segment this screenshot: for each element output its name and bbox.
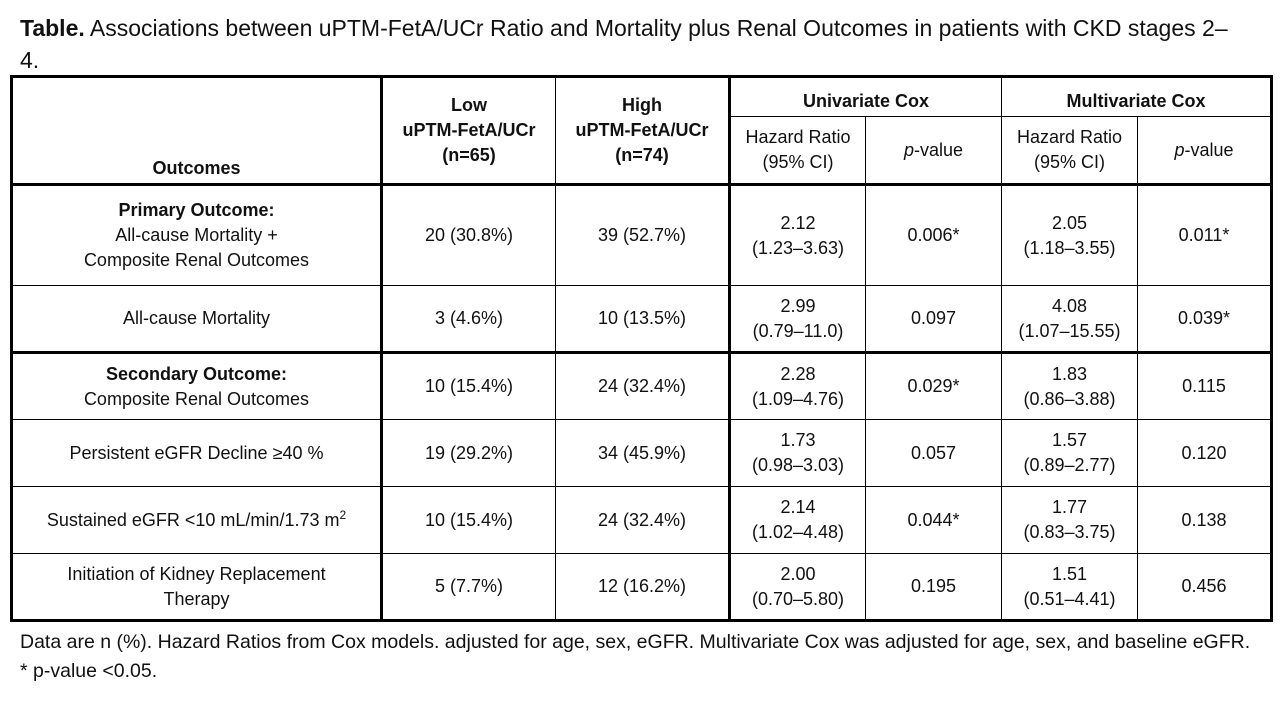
low-group-cell: 10 (15.4%) bbox=[380, 486, 556, 554]
header-outcomes: Outcomes bbox=[11, 76, 382, 185]
uni-p-value-cell: 0.057 bbox=[864, 419, 1003, 487]
low-group-cell: 20 (30.8%) bbox=[380, 183, 556, 286]
low-group-cell: 19 (29.2%) bbox=[380, 419, 556, 487]
high-group-cell: 10 (13.5%) bbox=[555, 285, 730, 353]
high-group-cell: 12 (16.2%) bbox=[555, 553, 730, 621]
header-multivariate: Multivariate Cox bbox=[1001, 76, 1273, 117]
outcome-cell: Sustained eGFR <10 mL/min/1.73 m2 bbox=[11, 486, 382, 554]
multi-p-value-cell: 0.115 bbox=[1137, 351, 1273, 420]
multi-hazard-ratio-cell: 1.83 (0.86–3.88) bbox=[1001, 351, 1139, 420]
caption-label: Table. bbox=[20, 15, 85, 41]
uni-p-value-cell: 0.006* bbox=[864, 183, 1003, 286]
uni-p-value-cell: 0.195 bbox=[864, 553, 1003, 621]
table-row: Primary Outcome: All-cause Mortality + C… bbox=[11, 183, 1273, 286]
multi-p-value-cell: 0.011* bbox=[1137, 183, 1273, 286]
multi-p-value-cell: 0.120 bbox=[1137, 419, 1273, 487]
table-row: Initiation of Kidney Replacement Therapy… bbox=[11, 553, 1273, 621]
table-row: Persistent eGFR Decline ≥40 % 19 (29.2%)… bbox=[11, 419, 1273, 487]
multi-p-value-cell: 0.039* bbox=[1137, 285, 1273, 353]
low-group-cell: 10 (15.4%) bbox=[380, 351, 556, 420]
uni-p-value-cell: 0.044* bbox=[864, 486, 1003, 554]
uni-hazard-ratio-cell: 2.00 (0.70–5.80) bbox=[728, 553, 866, 621]
outcome-cell: Initiation of Kidney Replacement Therapy bbox=[11, 553, 382, 621]
table-footnote: Data are n (%). Hazard Ratios from Cox m… bbox=[20, 631, 1251, 682]
multi-p-value-cell: 0.456 bbox=[1137, 553, 1273, 621]
header-univariate: Univariate Cox bbox=[727, 76, 1003, 117]
high-group-cell: 34 (45.9%) bbox=[555, 419, 730, 487]
multi-hazard-ratio-cell: 1.51 (0.51–4.41) bbox=[1001, 553, 1139, 621]
header-row-1: Outcomes Low uPTM-FetA/UCr (n=65) High u… bbox=[11, 76, 1273, 185]
low-group-cell: 3 (4.6%) bbox=[380, 285, 556, 353]
uni-hazard-ratio-cell: 2.12 (1.23–3.63) bbox=[728, 183, 866, 286]
results-table: Outcomes Low uPTM-FetA/UCr (n=65) High u… bbox=[10, 75, 1274, 622]
multi-hazard-ratio-cell: 4.08 (1.07–15.55) bbox=[1001, 285, 1139, 353]
table-row: Secondary Outcome: Composite Renal Outco… bbox=[11, 351, 1273, 420]
outcome-cell: All-cause Mortality bbox=[11, 285, 382, 353]
header-high-group: High uPTM-FetA/UCr (n=74) bbox=[555, 76, 730, 185]
uni-hazard-ratio-cell: 1.73 (0.98–3.03) bbox=[728, 419, 866, 487]
high-group-cell: 24 (32.4%) bbox=[555, 351, 730, 420]
multi-hazard-ratio-cell: 1.57 (0.89–2.77) bbox=[1001, 419, 1139, 487]
outcome-cell: Secondary Outcome: Composite Renal Outco… bbox=[11, 351, 382, 420]
table-row: Sustained eGFR <10 mL/min/1.73 m2 10 (15… bbox=[11, 486, 1273, 554]
high-group-cell: 39 (52.7%) bbox=[555, 183, 730, 286]
multi-p-value-cell: 0.138 bbox=[1137, 486, 1273, 554]
header-multi-hazard-ratio: Hazard Ratio (95% CI) bbox=[1001, 116, 1139, 185]
uni-hazard-ratio-cell: 2.99 (0.79–11.0) bbox=[728, 285, 866, 353]
high-group-cell: 24 (32.4%) bbox=[555, 486, 730, 554]
uni-p-value-cell: 0.097 bbox=[864, 285, 1003, 353]
header-uni-hazard-ratio: Hazard Ratio (95% CI) bbox=[728, 116, 866, 185]
header-multi-p-value: p-value bbox=[1137, 116, 1273, 185]
uni-hazard-ratio-cell: 2.28 (1.09–4.76) bbox=[728, 351, 866, 420]
uni-hazard-ratio-cell: 2.14 (1.02–4.48) bbox=[728, 486, 866, 554]
low-group-cell: 5 (7.7%) bbox=[380, 553, 556, 621]
header-row-2: Hazard Ratio (95% CI) p-value Hazard Rat… bbox=[12, 116, 1273, 185]
outcome-cell: Persistent eGFR Decline ≥40 % bbox=[11, 419, 382, 487]
header-uni-p-value: p-value bbox=[864, 116, 1003, 185]
outcome-cell: Primary Outcome: All-cause Mortality + C… bbox=[11, 183, 382, 286]
uni-p-value-cell: 0.029* bbox=[864, 351, 1003, 420]
multi-hazard-ratio-cell: 1.77 (0.83–3.75) bbox=[1001, 486, 1139, 554]
table-row: All-cause Mortality 3 (4.6%) 10 (13.5%) … bbox=[11, 285, 1273, 353]
header-low-group: Low uPTM-FetA/UCr (n=65) bbox=[380, 76, 556, 185]
table-caption: Table. Associations between uPTM-FetA/UC… bbox=[20, 12, 1240, 76]
caption-text: Associations between uPTM-FetA/UCr Ratio… bbox=[20, 15, 1228, 73]
multi-hazard-ratio-cell: 2.05 (1.18–3.55) bbox=[1001, 183, 1139, 286]
